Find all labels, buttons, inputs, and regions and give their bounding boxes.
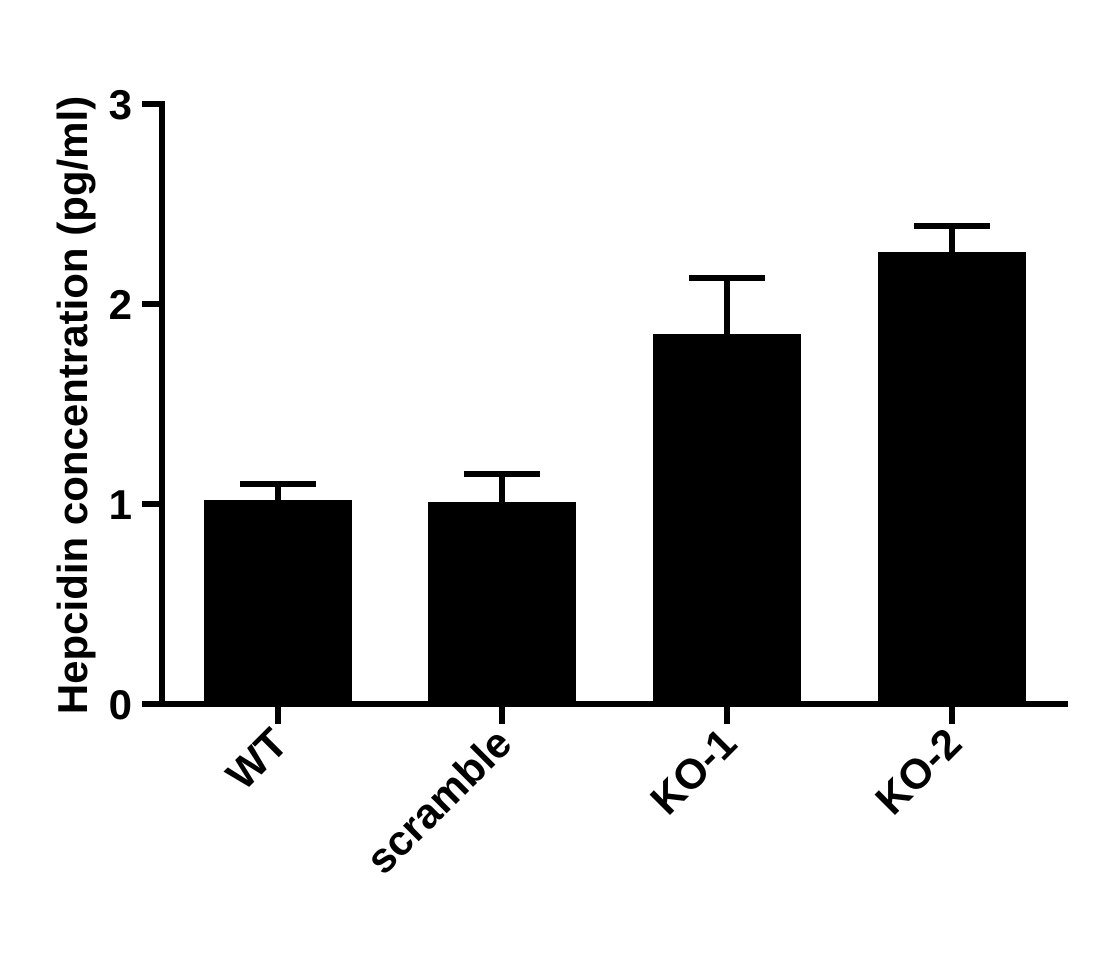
- plot-area: 0 1 2 3 WT scramble KO-1 KO-2: [109, 81, 1068, 883]
- x-tick-label-ko-1: KO-1: [641, 719, 745, 823]
- bar-ko-1: [653, 334, 801, 704]
- y-axis-label: Hepcidin concentration (pg/ml): [49, 96, 96, 714]
- x-tick-label-scramble: scramble: [357, 719, 521, 883]
- x-tick-label-ko-2: KO-2: [866, 719, 970, 823]
- y-tick-label: 2: [109, 281, 132, 328]
- bar-wt: [204, 500, 352, 704]
- bar-ko-2: [878, 252, 1026, 704]
- bar-scramble: [428, 502, 576, 704]
- y-tick-label: 3: [109, 81, 132, 128]
- x-tick-label-wt: WT: [217, 719, 297, 799]
- y-tick-label: 0: [109, 681, 132, 728]
- y-tick-label: 1: [109, 481, 132, 528]
